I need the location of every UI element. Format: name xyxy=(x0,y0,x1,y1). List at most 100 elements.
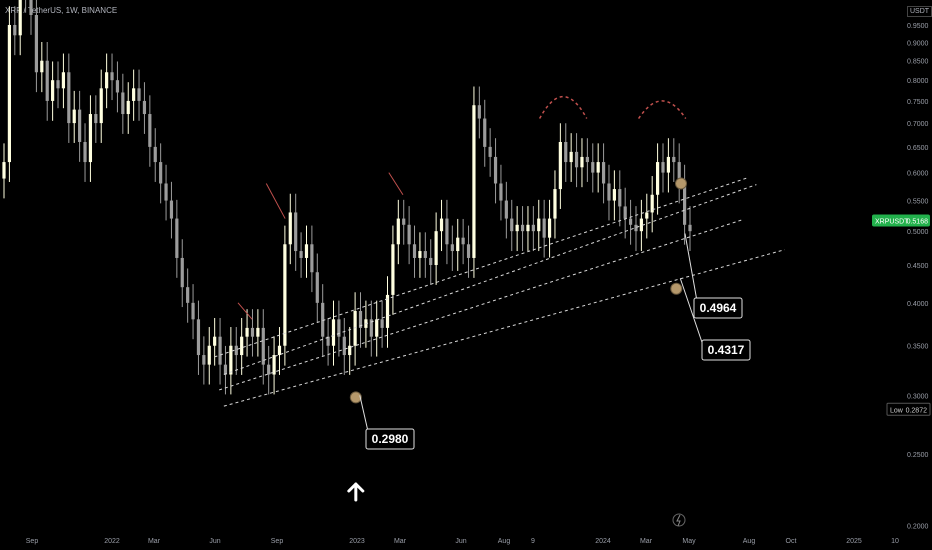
candle-body xyxy=(493,156,498,184)
candle-body xyxy=(466,244,471,258)
candle-body xyxy=(666,156,670,173)
candle-body xyxy=(537,218,541,232)
up-arrow-icon xyxy=(347,482,365,502)
candle-body xyxy=(34,15,39,73)
candle-body xyxy=(207,345,211,365)
x-tick-label: Jun xyxy=(455,538,466,545)
candle-body xyxy=(321,302,325,337)
candle-body xyxy=(83,141,87,163)
candle-body xyxy=(180,257,184,288)
candle-body xyxy=(153,146,157,163)
x-tick-label: 2022 xyxy=(104,538,120,545)
candle-body xyxy=(591,162,595,173)
candle-body xyxy=(375,319,379,337)
low-tag xyxy=(886,402,931,416)
candle-body xyxy=(229,345,233,375)
trendline xyxy=(219,219,743,391)
candle-body xyxy=(196,319,201,356)
low-label: Low xyxy=(890,407,904,414)
candle-body xyxy=(29,0,33,16)
candle-body xyxy=(639,218,643,232)
candle-body xyxy=(450,244,454,252)
candle-body xyxy=(380,319,384,328)
candle-body xyxy=(412,244,417,258)
resistance-segment xyxy=(265,183,286,219)
candle-body xyxy=(337,319,341,337)
candle-body xyxy=(304,244,309,258)
candle-body xyxy=(277,345,282,356)
candle-body xyxy=(434,231,438,266)
candle-body xyxy=(612,189,616,201)
candle-body xyxy=(429,257,433,266)
candle-body xyxy=(213,336,217,346)
y-tick-label: 0.2500 xyxy=(907,452,929,459)
symbol-title: XRP / TetherUS, 1W, BINANCE xyxy=(5,6,118,15)
candle-body xyxy=(677,162,681,184)
candle-body xyxy=(223,364,228,375)
candle-body xyxy=(580,156,584,168)
candle-body xyxy=(439,218,444,232)
candle-body xyxy=(115,80,120,93)
candle-body xyxy=(72,109,76,124)
candle-body xyxy=(445,218,449,245)
candle-body xyxy=(353,310,357,346)
x-tick-label: Aug xyxy=(743,538,756,545)
x-tick-label: Sep xyxy=(26,538,39,545)
candle-body xyxy=(202,355,206,365)
candle-body xyxy=(61,72,66,89)
candle-body xyxy=(283,244,287,346)
candle-body xyxy=(650,194,654,213)
candle-body xyxy=(88,114,93,163)
callout-label: 0.4964 xyxy=(700,301,737,315)
candle-body xyxy=(515,224,519,232)
x-tick-label: 2025 xyxy=(846,538,862,545)
price-marker xyxy=(674,177,687,190)
candle-body xyxy=(396,218,400,245)
candle-body xyxy=(13,24,17,36)
lightning-icon xyxy=(672,513,686,527)
candle-body xyxy=(191,302,195,320)
candle-body xyxy=(18,0,22,36)
candle-body xyxy=(234,345,238,356)
x-tick-label: 2023 xyxy=(349,538,365,545)
candle-body xyxy=(348,345,352,356)
resistance-segment xyxy=(237,302,253,320)
y-tick-label: 0.3500 xyxy=(907,344,929,351)
candle-body xyxy=(461,237,465,245)
time-axis: Sep 2022 Mar Jun Sep 2023 Mar Jun Aug 9 2024 Mar May… xyxy=(26,538,899,545)
x-tick-label: Mar xyxy=(640,538,653,545)
candle-body xyxy=(56,80,60,89)
candle-body xyxy=(645,212,649,219)
candle-body xyxy=(137,88,141,101)
y-tick-label: 0.5500 xyxy=(907,199,929,206)
candle-body xyxy=(142,100,147,115)
x-tick-label: Mar xyxy=(148,538,161,545)
candle-body xyxy=(67,72,71,124)
candle-body xyxy=(99,88,103,124)
candle-body xyxy=(288,212,292,245)
candle-body xyxy=(164,183,168,201)
low-value: 0.2872 xyxy=(906,407,928,414)
y-tick-label: 0.7500 xyxy=(907,99,929,106)
y-tick-label: 0.8500 xyxy=(907,59,929,66)
candle-body xyxy=(240,336,244,356)
candle-body xyxy=(477,105,481,119)
candle-body xyxy=(2,162,6,179)
y-tick-label: 0.8000 xyxy=(907,78,929,85)
candle-body xyxy=(331,319,336,346)
candle-body xyxy=(569,151,573,163)
x-tick-label: Sep xyxy=(271,538,284,545)
resistance-segment xyxy=(388,172,404,196)
candle-body xyxy=(499,183,503,201)
x-tick-label: Aug xyxy=(498,538,511,545)
candle-body xyxy=(267,364,271,375)
candle-body xyxy=(402,218,406,225)
candle-body xyxy=(553,189,557,219)
candle-body xyxy=(51,80,55,101)
lightning-glyph xyxy=(676,514,681,527)
candle-body xyxy=(175,218,179,258)
callout-box xyxy=(693,297,743,319)
candle-body xyxy=(218,336,222,365)
candle-body xyxy=(369,319,373,337)
